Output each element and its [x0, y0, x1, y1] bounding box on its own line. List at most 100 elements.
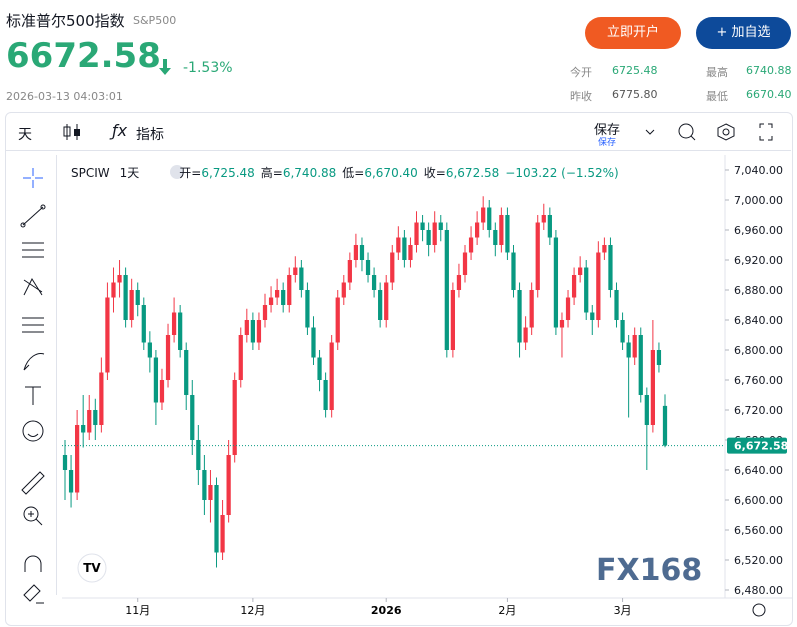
- y-tick-label: 7,000.00: [734, 194, 783, 207]
- candle-body: [456, 275, 462, 290]
- candle-body: [517, 290, 522, 343]
- candle-body: [468, 237, 474, 253]
- stat-label: 昨收: [570, 90, 592, 103]
- candle-body: [250, 320, 255, 343]
- candle-body: [541, 215, 546, 223]
- candle-body: [644, 395, 649, 425]
- candle-body: [426, 230, 431, 245]
- candle-body: [565, 297, 571, 320]
- candle-body: [365, 260, 371, 275]
- candle-body: [420, 222, 425, 230]
- candle-body: [117, 275, 122, 283]
- candle-body: [281, 290, 286, 305]
- timestamp: 2026-03-13 04:03:01: [6, 90, 123, 103]
- open-account-button[interactable]: 立即开户: [585, 17, 681, 49]
- candle-body: [159, 380, 165, 403]
- candle-body: [505, 215, 510, 253]
- toolbar-border: [56, 155, 57, 595]
- y-tick-label: 6,760.00: [734, 374, 783, 387]
- candle-body: [590, 312, 595, 320]
- candle-body: [226, 455, 231, 515]
- candle-body: [141, 305, 146, 343]
- candle-body: [232, 380, 237, 455]
- candle-body: [626, 342, 631, 358]
- candle-body: [123, 275, 128, 320]
- candle-body: [656, 350, 662, 365]
- candle-body: [547, 215, 552, 238]
- candle-body: [378, 290, 383, 320]
- candle-body: [511, 252, 516, 290]
- legend-symbol: SPCIW: [71, 166, 110, 180]
- candle-body: [268, 297, 274, 305]
- candle-body: [184, 350, 189, 395]
- candle-body: [305, 290, 310, 328]
- watermark: FX168: [596, 553, 702, 588]
- candle-body: [414, 222, 419, 245]
- last-price-tag: [727, 437, 787, 454]
- candle-body: [553, 237, 559, 328]
- candle-body: [559, 320, 565, 328]
- candle-body: [135, 290, 140, 305]
- candle-body: [402, 237, 407, 260]
- y-tick-label: 6,840.00: [734, 314, 783, 327]
- y-tick-label: 6,640.00: [734, 464, 783, 477]
- candle-body: [220, 515, 225, 553]
- svg-text:TV: TV: [83, 561, 101, 575]
- candle-body: [202, 470, 207, 500]
- candle-body: [608, 245, 613, 290]
- candle-body: [347, 260, 352, 283]
- candle-body: [323, 380, 328, 410]
- candle-body: [171, 312, 177, 335]
- y-tick-label: 6,800.00: [734, 344, 783, 357]
- legend-item: 6,740.88: [283, 166, 336, 180]
- candle-body: [632, 335, 637, 358]
- candle-body: [359, 245, 365, 260]
- add-watch-button[interactable]: + 加自选: [696, 17, 791, 49]
- candle-body: [62, 455, 68, 470]
- candle-body: [190, 395, 195, 440]
- settings-icon[interactable]: [752, 603, 766, 617]
- x-tick-label: 2026: [371, 604, 402, 617]
- candle-body: [462, 252, 468, 275]
- candle-body: [329, 342, 334, 410]
- candle-body: [196, 440, 201, 470]
- candle-body: [620, 320, 625, 343]
- candle-body: [396, 237, 401, 253]
- legend-toggle[interactable]: [170, 165, 184, 179]
- candle-body: [353, 245, 359, 260]
- stat-label: 最低: [706, 90, 728, 103]
- candle-body: [523, 327, 528, 343]
- candle-body: [214, 485, 219, 553]
- price: 6672.58: [6, 36, 161, 76]
- candle-body: [299, 267, 304, 290]
- change: -1.53%: [183, 60, 233, 76]
- candle-body: [481, 207, 486, 223]
- candle-type-button[interactable]: [60, 121, 84, 143]
- last-price-label: 6,672.58: [734, 440, 788, 453]
- fx-icon: ƒx: [112, 121, 128, 140]
- candle-body: [262, 305, 268, 320]
- y-tick-label: 6,480.00: [734, 584, 783, 597]
- save-button[interactable]: 保存: [594, 123, 621, 138]
- candle-body: [178, 312, 183, 350]
- title: 标准普尔500指数: [6, 12, 125, 30]
- save-sub: 保存: [598, 138, 617, 148]
- code: S&P500: [133, 14, 177, 27]
- stat-value: 6670.40: [746, 88, 792, 101]
- legend-interval: 1天: [120, 166, 140, 180]
- indicators-button[interactable]: 指标: [136, 127, 164, 143]
- y-tick-label: 6,880.00: [734, 284, 783, 297]
- candle-body: [384, 282, 389, 320]
- legend-item: 高=: [261, 165, 283, 180]
- candle-body: [341, 282, 346, 298]
- y-tick-label: 6,720.00: [734, 404, 783, 417]
- chart-panel: [5, 112, 793, 626]
- candle-body: [371, 275, 377, 290]
- legend-item: 6,725.48: [201, 166, 254, 180]
- interval-button[interactable]: 天: [18, 127, 32, 143]
- candle-body: [487, 207, 492, 230]
- candle-body: [602, 245, 607, 253]
- candle-body: [535, 222, 540, 290]
- candle-body: [165, 335, 171, 380]
- x-tick-label: 12月: [240, 604, 265, 617]
